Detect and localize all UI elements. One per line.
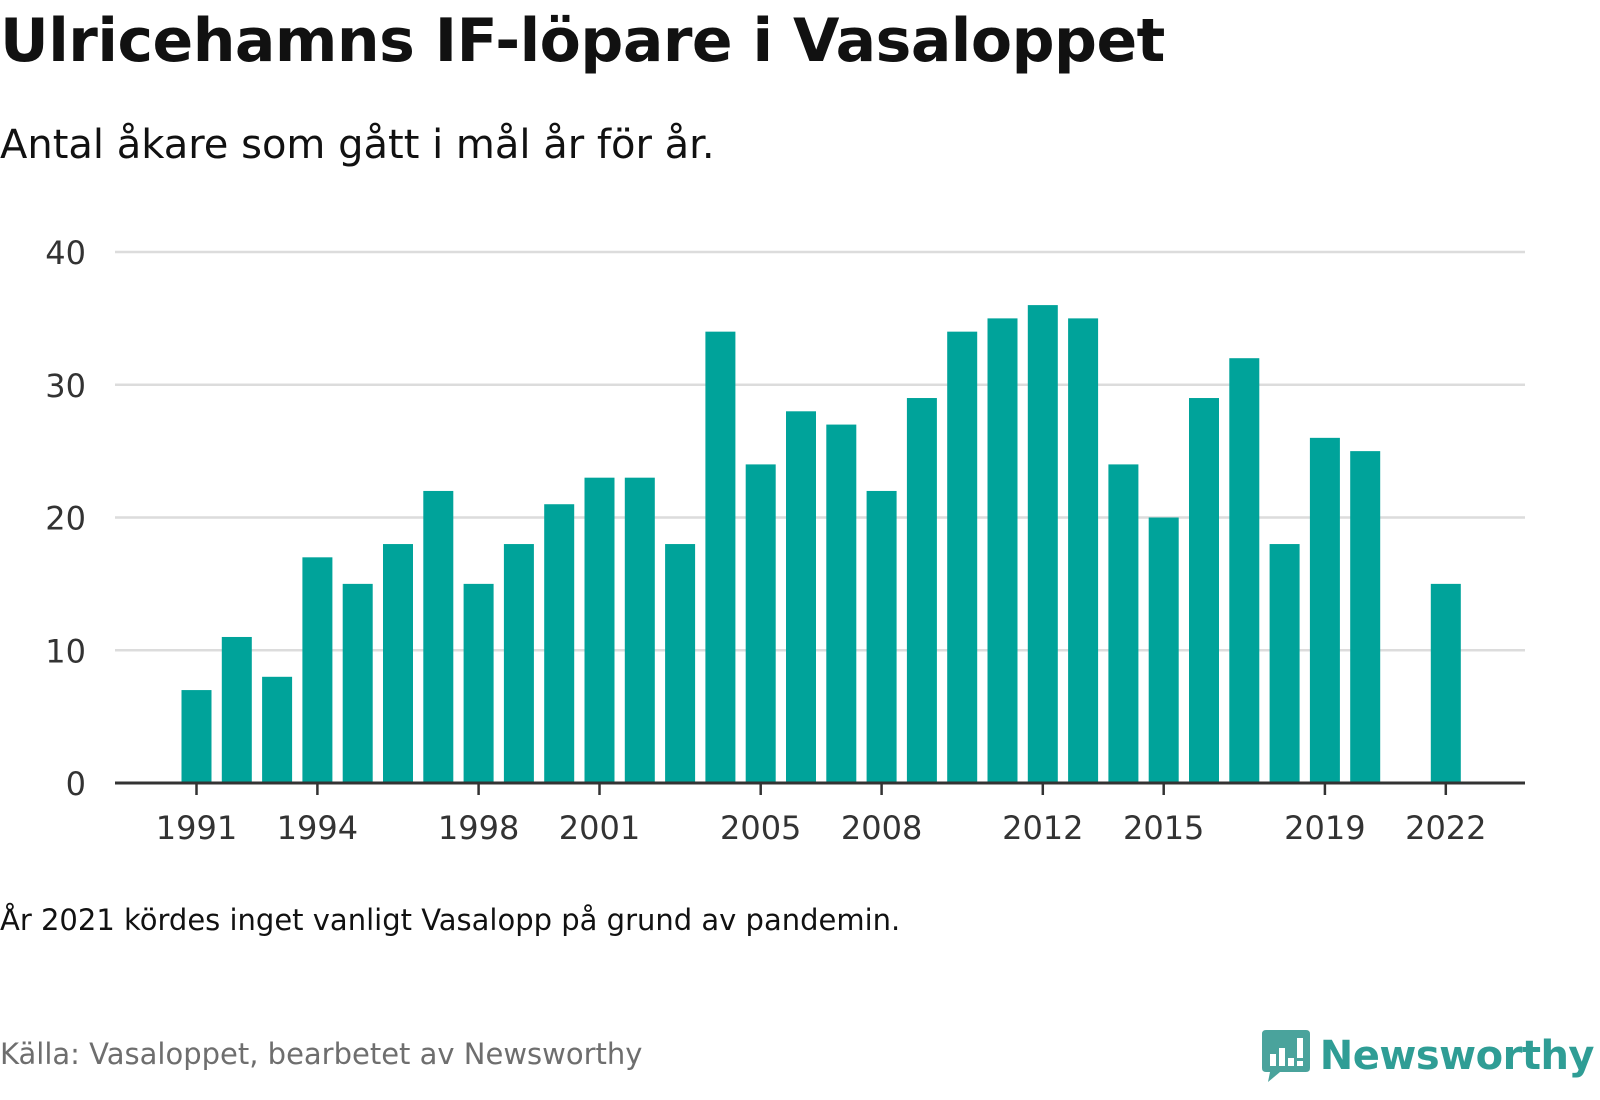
bar-2020 <box>1350 451 1381 783</box>
brand-name: Newsworthy <box>1319 1033 1595 1079</box>
bar-2017 <box>1229 358 1260 783</box>
chart-subtitle: Antal åkare som gått i mål år för år. <box>0 122 715 168</box>
bar-2006 <box>786 411 816 783</box>
bar-1994 <box>302 557 333 783</box>
y-tick-label: 30 <box>45 367 86 405</box>
bar-2009 <box>906 398 937 783</box>
bar-2003 <box>665 544 696 783</box>
y-tick-label: 20 <box>45 500 86 538</box>
bar-2001 <box>584 477 615 783</box>
bar-2008 <box>866 490 897 783</box>
bar-2014 <box>1108 464 1139 783</box>
bar-1992 <box>221 636 252 783</box>
x-tick-label: 1994 <box>277 809 358 847</box>
x-tick-label: 2008 <box>841 809 922 847</box>
bar-2002 <box>624 477 655 783</box>
bar-2022 <box>1430 583 1461 783</box>
bars <box>181 305 1461 783</box>
x-tick-label: 2019 <box>1284 809 1365 847</box>
bar-2012 <box>1027 305 1058 783</box>
bar-1998 <box>463 583 494 783</box>
bar-2013 <box>1068 318 1099 783</box>
bar-1997 <box>423 490 454 783</box>
bar-1991 <box>181 690 212 783</box>
x-tick-label: 2005 <box>720 809 801 847</box>
bar-2000 <box>544 504 575 783</box>
x-tick-label: 2015 <box>1123 809 1204 847</box>
chart-title: Ulricehamns IF-löpare i Vasaloppet <box>0 6 1165 76</box>
bar-2004 <box>705 331 736 783</box>
axes: 0 10 20 30 40 1991 1994 1998 2001 2005 2008 2012 201… <box>45 234 1525 847</box>
bar-2007 <box>826 424 857 783</box>
bar-2005 <box>745 464 776 783</box>
x-tick-label: 2012 <box>1002 809 1083 847</box>
bar-2018 <box>1269 544 1300 783</box>
x-tick-label: 1998 <box>438 809 519 847</box>
bar-1995 <box>342 583 373 783</box>
bar-1999 <box>503 544 534 783</box>
bar-2016 <box>1189 398 1219 783</box>
bar-2011 <box>987 318 1018 783</box>
y-tick-label: 0 <box>66 765 86 803</box>
bar-2015 <box>1148 517 1179 783</box>
bar-2010 <box>947 331 978 783</box>
bar-1993 <box>262 676 293 783</box>
x-tick-label: 2001 <box>559 809 640 847</box>
bar-1996 <box>383 544 413 783</box>
bar-chart: 0 10 20 30 40 1991 1994 1998 2001 2005 2008 2012 201… <box>45 234 1525 847</box>
y-tick-label: 40 <box>45 234 86 272</box>
footnote: År 2021 kördes inget vanligt Vasalopp på… <box>0 903 901 937</box>
x-tick-label: 1991 <box>156 809 237 847</box>
source-credit: Källa: Vasaloppet, bearbetet av Newswort… <box>0 1037 643 1071</box>
y-tick-label: 10 <box>45 632 86 670</box>
newsworthy-brand: Newsworthy <box>1260 1028 1595 1084</box>
x-tick-label: 2022 <box>1405 809 1486 847</box>
bar-2019 <box>1309 437 1340 783</box>
newsworthy-logo-icon <box>1261 1030 1310 1082</box>
